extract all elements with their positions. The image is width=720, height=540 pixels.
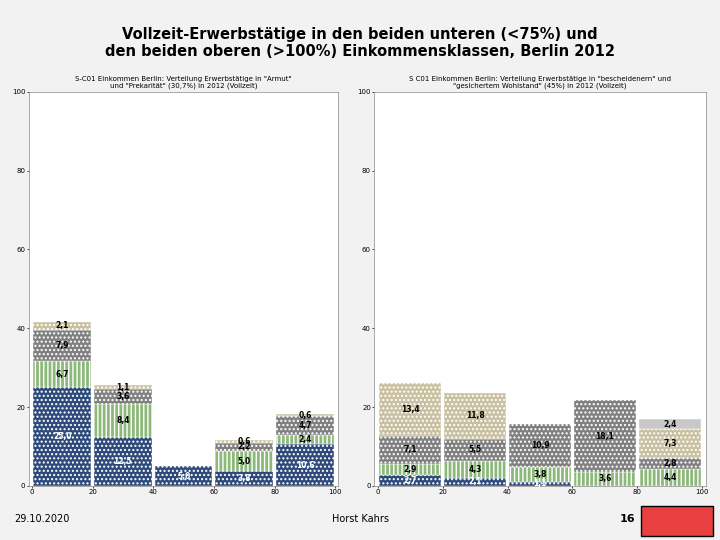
Text: 2,8: 2,8 [663,458,677,468]
Text: 8,4: 8,4 [116,416,130,424]
Bar [639,420,701,429]
Text: 29.10.2020: 29.10.2020 [14,514,70,524]
Text: 4,4: 4,4 [663,473,677,482]
Text: 2,1: 2,1 [469,477,482,487]
Bar [94,437,152,486]
Text: 2,4: 2,4 [663,420,677,429]
Bar [379,464,441,475]
Bar [215,451,273,471]
Title: S-C01 Einkommen Berlin: Verteilung Erwerbstätige in "Armut"
und "Prekarität" (30: S-C01 Einkommen Berlin: Verteilung Erwer… [76,76,292,89]
Text: 25,0: 25,0 [53,432,71,441]
Bar [509,482,571,486]
Text: 2,7: 2,7 [403,476,417,485]
Bar [509,467,571,482]
Text: 7,9: 7,9 [55,341,69,350]
Text: Horst Kahrs: Horst Kahrs [331,514,389,524]
Text: 2,9: 2,9 [403,465,417,474]
Bar [639,457,701,469]
Bar [639,469,701,486]
Bar [33,330,91,361]
Title: S C01 Einkommen Berlin: Verteilung Erwerbstätige in "bescheidenern" und
"gesiche: S C01 Einkommen Berlin: Verteilung Erwer… [409,76,671,89]
Text: 11,8: 11,8 [466,411,485,420]
Bar [94,385,152,389]
Bar [574,401,636,472]
Bar [574,472,636,486]
Text: 13,4: 13,4 [401,405,420,414]
Text: 3,6: 3,6 [598,475,611,483]
Text: 7,1: 7,1 [403,446,417,455]
Bar [33,322,91,330]
Text: 4,3: 4,3 [469,465,482,474]
Text: 10,6: 10,6 [296,461,315,470]
Bar [94,389,152,403]
Text: 0,6: 0,6 [238,437,251,446]
Text: 0,6: 0,6 [298,410,312,420]
Bar [509,424,571,467]
Text: 4,7: 4,7 [298,421,312,430]
Text: 5,0: 5,0 [238,457,251,465]
Text: Vollzeit-Erwerbstätige in den beiden unteren (<75%) und
den beiden oberen (>100%: Vollzeit-Erwerbstätige in den beiden unt… [105,27,615,59]
Bar [379,383,441,436]
Bar [444,461,506,478]
Text: 1,1: 1,1 [116,383,130,391]
Text: 10,9: 10,9 [531,441,549,450]
Bar [276,444,334,486]
Text: 2,1: 2,1 [55,321,69,330]
Text: 12,5: 12,5 [114,457,132,466]
Text: 5,5: 5,5 [469,446,482,455]
Text: 5,0: 5,0 [177,471,190,481]
Text: 1,1: 1,1 [534,480,546,488]
Text: 3,6: 3,6 [116,392,130,401]
Text: 3,8: 3,8 [238,474,251,483]
Bar [33,388,91,486]
Bar [215,471,273,486]
Bar [639,429,701,457]
Text: 2,2: 2,2 [238,442,251,451]
Bar [276,416,334,435]
Bar [94,403,152,437]
Bar [215,440,273,443]
Bar [379,436,441,464]
Text: 6,7: 6,7 [55,370,69,379]
Bar [444,439,506,461]
Text: 7,3: 7,3 [663,438,677,448]
Bar [444,393,506,439]
Text: 3,8: 3,8 [534,470,546,478]
Text: 18,1: 18,1 [595,431,614,441]
Text: 16: 16 [619,514,635,524]
Bar [444,478,506,486]
FancyBboxPatch shape [641,506,713,536]
Bar [155,466,212,486]
Bar [276,435,334,444]
Text: 2,4: 2,4 [298,435,312,444]
Bar [215,443,273,451]
Bar [276,414,334,416]
Bar [379,475,441,486]
Bar [33,361,91,388]
